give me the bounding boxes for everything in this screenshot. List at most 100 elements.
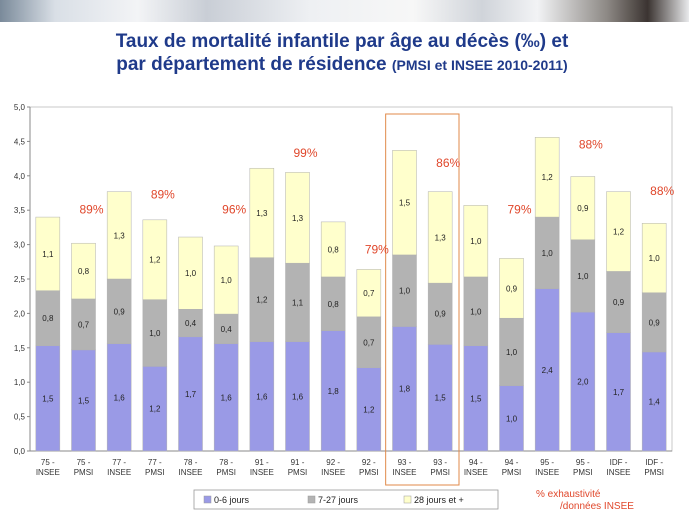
- bar-segment: [285, 341, 310, 452]
- x-tick-label: INSEE: [107, 468, 131, 477]
- photo-banner: [0, 0, 689, 22]
- bar-segment: [71, 298, 96, 351]
- bar-segment: [392, 254, 417, 327]
- x-tick-label: 93 -: [398, 458, 412, 467]
- x-tick-label: INSEE: [535, 468, 559, 477]
- legend-box: [193, 489, 499, 510]
- bar-segment: [463, 205, 489, 278]
- bar-segment: [499, 317, 524, 386]
- x-tick-label: IDF -: [610, 458, 628, 467]
- bar-segment: [392, 326, 417, 452]
- bar-segment: [285, 172, 310, 264]
- bar-segment: [249, 341, 275, 452]
- y-tick-label: 1,5: [14, 344, 26, 353]
- x-tick-label: 78 -: [184, 458, 198, 467]
- bar-segment: [570, 176, 596, 241]
- y-tick-label: 4,5: [14, 137, 26, 146]
- y-tick-label: 3,0: [14, 241, 26, 250]
- bar-segment: [606, 271, 631, 333]
- exhaustivity-label: 86%: [436, 156, 460, 170]
- legend-swatch: [203, 495, 212, 504]
- y-tick-label: 4,0: [14, 172, 26, 181]
- x-tick-label: 75 -: [41, 458, 55, 467]
- bar-value-label: 1,0: [506, 348, 518, 357]
- bar-segment: [35, 216, 61, 291]
- bar-value-label: 2,0: [577, 378, 589, 387]
- exhaustivity-label: 88%: [579, 137, 603, 151]
- bar-value-label: 1,7: [185, 390, 197, 399]
- exhaustivity-label: 99%: [293, 146, 317, 160]
- legend-swatch: [307, 495, 316, 504]
- bar-value-label: 0,9: [649, 318, 661, 327]
- bar-value-label: 2,4: [542, 366, 554, 375]
- exhaustivity-label: 88%: [650, 184, 674, 198]
- bar-value-label: 1,1: [42, 250, 54, 259]
- x-tick-label: PMSI: [502, 468, 522, 477]
- bar-value-label: 1,0: [577, 272, 589, 281]
- bar-segment: [570, 311, 596, 452]
- bar-segment: [213, 313, 239, 344]
- title-line-2: par département de résidence (PMSI et IN…: [22, 53, 662, 77]
- x-tick-label: IDF -: [645, 458, 663, 467]
- bar-value-label: 1,6: [256, 392, 268, 401]
- bar-value-label: 0,8: [78, 267, 90, 276]
- bar-segment: [427, 191, 453, 284]
- bar-value-label: 1,3: [114, 231, 126, 240]
- bar-value-label: 0,8: [328, 245, 340, 254]
- bar-value-label: 1,0: [649, 254, 661, 263]
- x-tick-label: 95 -: [576, 458, 590, 467]
- bar-value-label: 0,7: [363, 338, 375, 347]
- bar-value-label: 1,0: [470, 307, 482, 316]
- y-tick-label: 5,0: [14, 103, 26, 112]
- bar-segment: [606, 332, 631, 452]
- x-tick-label: PMSI: [359, 468, 379, 477]
- bar-segment: [356, 367, 382, 452]
- bar-value-label: 1,2: [363, 405, 375, 414]
- bar-segment: [106, 278, 132, 344]
- bar-segment: [249, 257, 275, 342]
- bar-value-label: 1,5: [42, 394, 54, 403]
- bar-value-label: 1,3: [256, 209, 268, 218]
- bar-value-label: 1,3: [292, 214, 304, 223]
- x-tick-label: PMSI: [430, 468, 450, 477]
- exhaustivity-label: 96%: [222, 203, 246, 217]
- highlight-box: [385, 113, 460, 486]
- exhaustivity-label: 79%: [365, 243, 389, 257]
- bar-segment: [534, 288, 560, 452]
- y-tick-label: 3,5: [14, 206, 26, 215]
- bar-segment: [178, 236, 203, 310]
- bar-value-label: 1,8: [328, 387, 340, 396]
- bar-value-label: 1,2: [149, 256, 161, 265]
- bar-segment: [499, 258, 524, 319]
- legend-swatch: [403, 495, 412, 504]
- bar-value-label: 0,8: [42, 314, 54, 323]
- x-tick-label: INSEE: [178, 468, 202, 477]
- bar-segment: [392, 150, 417, 256]
- x-tick-label: PMSI: [74, 468, 94, 477]
- bar-value-label: 0,8: [328, 300, 340, 309]
- bar-segment: [463, 276, 489, 346]
- bar-value-label: 1,2: [542, 173, 554, 182]
- y-tick-label: 0,0: [14, 447, 26, 456]
- x-tick-label: 92 -: [362, 458, 376, 467]
- bar-segment: [463, 345, 489, 452]
- bar-value-label: 0,9: [577, 204, 589, 213]
- bar-segment: [213, 245, 239, 315]
- bar-value-label: 0,9: [435, 310, 447, 319]
- legend-label: 7-27 jours: [318, 495, 359, 505]
- bar-segment: [356, 316, 382, 369]
- x-tick-label: INSEE: [464, 468, 488, 477]
- exhaustivity-label: 89%: [79, 203, 103, 217]
- bar-segment: [320, 330, 346, 452]
- y-tick-label: 2,5: [14, 275, 26, 284]
- bar-segment: [249, 167, 275, 258]
- bar-value-label: 1,3: [435, 233, 447, 242]
- bar-value-label: 1,6: [114, 393, 126, 402]
- bar-segment: [641, 351, 667, 452]
- bar-value-label: 1,2: [613, 228, 625, 237]
- bar-value-label: 0,7: [363, 289, 375, 298]
- title-line-2-main: par département de résidence: [116, 54, 387, 75]
- bar-segment: [71, 242, 96, 300]
- y-tick-label: 1,0: [14, 378, 26, 387]
- bar-value-label: 1,5: [470, 394, 482, 403]
